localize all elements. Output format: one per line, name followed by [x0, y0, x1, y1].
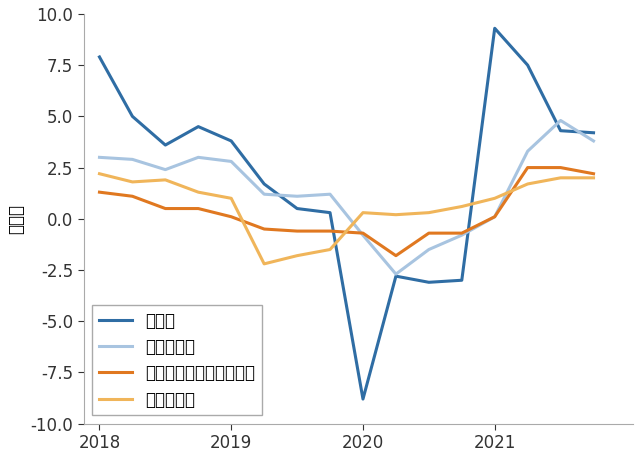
增值税	[557, 128, 564, 134]
Line: 增值税: 增值税	[99, 28, 593, 399]
Line: 企业所得税: 企业所得税	[99, 120, 593, 274]
个人所得税	[491, 196, 499, 201]
个人所得税	[589, 175, 597, 180]
个人所得税	[557, 175, 564, 180]
企业所得税	[129, 157, 136, 162]
个人所得税	[458, 204, 466, 209]
增值税	[589, 130, 597, 135]
增值税	[95, 54, 103, 60]
Line: 进口产品消费税、增值税: 进口产品消费税、增值税	[99, 168, 593, 256]
增值税	[227, 138, 235, 144]
进口产品消费税、增值税	[129, 194, 136, 199]
个人所得税	[359, 210, 367, 215]
企业所得税	[524, 148, 531, 154]
进口产品消费税、增值税	[326, 228, 334, 234]
增值税	[161, 142, 169, 148]
增值税	[326, 210, 334, 215]
个人所得税	[260, 261, 268, 267]
增值税	[260, 181, 268, 187]
进口产品消费税、增值税	[491, 214, 499, 219]
进口产品消费税、增值税	[589, 171, 597, 176]
增值税	[195, 124, 202, 129]
Legend: 增值税, 企业所得税, 进口产品消费税、增值税, 个人所得税: 增值税, 企业所得税, 进口产品消费税、增值税, 个人所得税	[92, 305, 262, 415]
个人所得税	[425, 210, 433, 215]
进口产品消费税、增值税	[392, 253, 400, 258]
个人所得税	[227, 196, 235, 201]
企业所得税	[589, 138, 597, 144]
个人所得税	[524, 181, 531, 187]
企业所得税	[326, 191, 334, 197]
个人所得税	[161, 177, 169, 183]
增值税	[129, 114, 136, 119]
增值税	[425, 280, 433, 285]
个人所得税	[129, 179, 136, 185]
进口产品消费税、增值税	[557, 165, 564, 170]
增值税	[491, 26, 499, 31]
企业所得税	[425, 247, 433, 252]
个人所得税	[326, 247, 334, 252]
个人所得税	[195, 190, 202, 195]
增值税	[359, 396, 367, 402]
进口产品消费税、增值税	[95, 190, 103, 195]
企业所得税	[293, 194, 301, 199]
Y-axis label: 百分比: 百分比	[7, 204, 25, 234]
进口产品消费税、增值税	[458, 230, 466, 236]
个人所得税	[293, 253, 301, 258]
进口产品消费税、增值税	[524, 165, 531, 170]
企业所得税	[557, 118, 564, 123]
增值税	[458, 278, 466, 283]
Line: 个人所得税: 个人所得税	[99, 174, 593, 264]
增值税	[293, 206, 301, 211]
个人所得税	[392, 212, 400, 218]
进口产品消费税、增值税	[227, 214, 235, 219]
企业所得税	[458, 232, 466, 238]
企业所得税	[95, 155, 103, 160]
进口产品消费税、增值税	[293, 228, 301, 234]
企业所得税	[260, 191, 268, 197]
个人所得税	[95, 171, 103, 176]
企业所得税	[392, 271, 400, 277]
企业所得税	[195, 155, 202, 160]
进口产品消费税、增值税	[161, 206, 169, 211]
企业所得税	[227, 159, 235, 164]
进口产品消费税、增值税	[260, 226, 268, 232]
增值税	[392, 274, 400, 279]
企业所得税	[491, 214, 499, 219]
进口产品消费税、增值税	[425, 230, 433, 236]
进口产品消费税、增值税	[195, 206, 202, 211]
企业所得税	[161, 167, 169, 173]
企业所得税	[359, 232, 367, 238]
进口产品消费税、增值税	[359, 230, 367, 236]
增值税	[524, 62, 531, 68]
